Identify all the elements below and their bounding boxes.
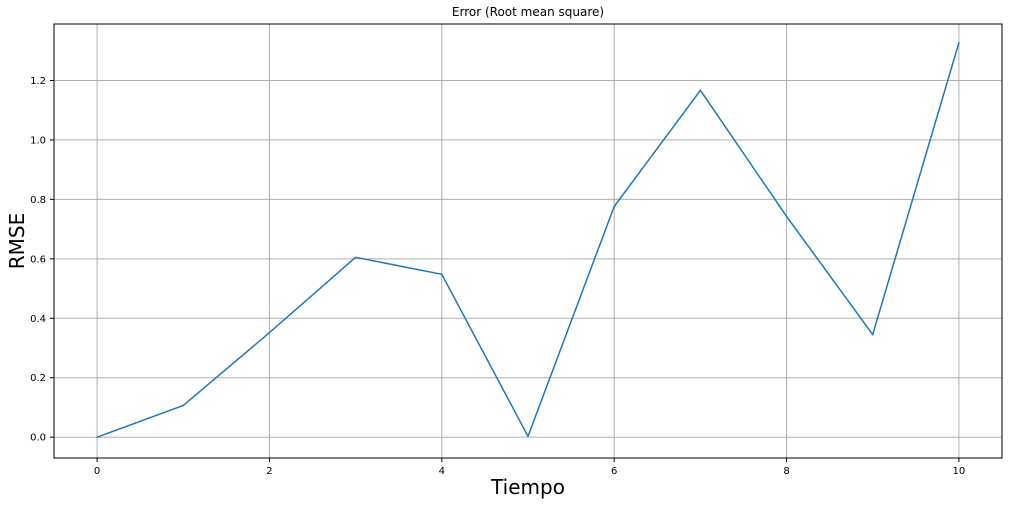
y-tick-label: 1.0 bbox=[30, 135, 46, 146]
x-tick-label: 4 bbox=[439, 466, 445, 477]
y-tick-label: 0.6 bbox=[30, 254, 46, 265]
y-tick-label: 1.2 bbox=[30, 76, 46, 87]
data-point bbox=[958, 41, 960, 44]
chart-title: Error (Root mean square) bbox=[452, 5, 604, 19]
y-axis-label: RMSE bbox=[5, 213, 29, 269]
data-point bbox=[527, 435, 529, 438]
data-point bbox=[182, 404, 185, 407]
y-tick-label: 0.0 bbox=[30, 433, 46, 444]
y-tick-label: 0.2 bbox=[30, 373, 46, 384]
x-tick-label: 8 bbox=[783, 466, 789, 477]
data-point bbox=[96, 436, 98, 438]
data-point bbox=[699, 89, 702, 92]
data-point bbox=[441, 273, 443, 276]
x-tick-label: 0 bbox=[94, 466, 100, 477]
x-tick-label: 6 bbox=[611, 466, 617, 477]
x-tick-label: 2 bbox=[266, 466, 272, 477]
x-axis-label: Tiempo bbox=[490, 475, 565, 499]
x-axis-ticks: 0 2 4 6 8 10 bbox=[94, 458, 965, 477]
data-point bbox=[785, 215, 788, 218]
data-point bbox=[268, 331, 271, 334]
y-axis-ticks: 0.0 0.2 0.4 0.6 0.8 1.0 1.2 bbox=[30, 76, 54, 444]
series-layer bbox=[96, 41, 960, 438]
data-point bbox=[354, 256, 357, 259]
y-tick-label: 0.4 bbox=[30, 314, 46, 325]
grid-lines bbox=[54, 24, 1002, 458]
plot-frame bbox=[53, 23, 1003, 459]
x-tick-label: 10 bbox=[953, 466, 966, 477]
data-point bbox=[613, 205, 615, 208]
data-point bbox=[871, 333, 874, 336]
y-tick-label: 0.8 bbox=[30, 195, 46, 206]
